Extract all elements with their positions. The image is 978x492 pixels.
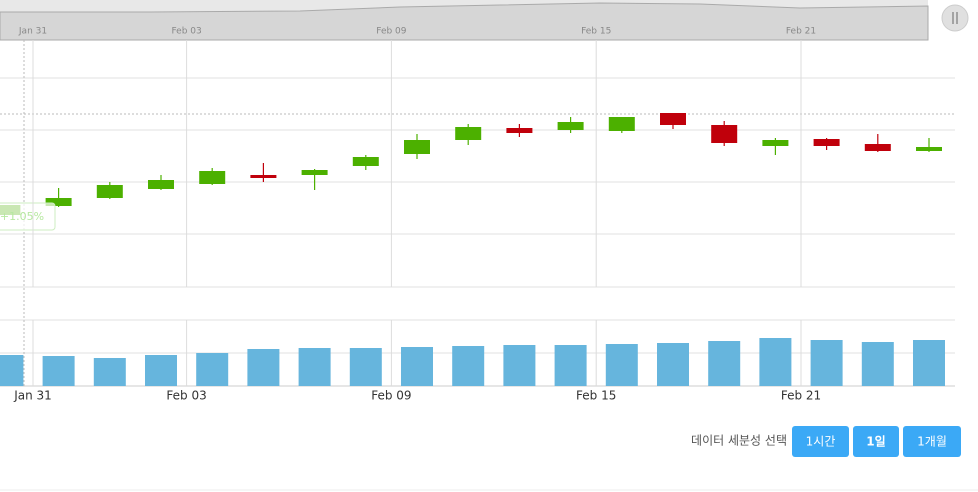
navigator-label: Feb 03 bbox=[171, 27, 201, 37]
candle-body bbox=[506, 128, 533, 133]
candle-body bbox=[96, 185, 123, 198]
navigator-label: Jan 31 bbox=[18, 27, 47, 37]
volume-bar bbox=[810, 340, 843, 386]
candle-body bbox=[608, 117, 635, 131]
volume-bar bbox=[196, 353, 229, 386]
volume-bar bbox=[759, 338, 792, 386]
volume-bar bbox=[861, 342, 894, 386]
candle-body bbox=[916, 147, 942, 151]
candle-body bbox=[352, 157, 379, 166]
volume-bar bbox=[657, 343, 689, 386]
button-label[interactable]: 1개월 bbox=[917, 435, 947, 449]
candle-body bbox=[864, 144, 891, 151]
candle-body bbox=[711, 125, 738, 143]
button-label[interactable]: 1일 bbox=[866, 435, 885, 449]
x-tick-label: Jan 31 bbox=[13, 389, 52, 403]
candle-body bbox=[813, 139, 840, 146]
navigator-label: Feb 21 bbox=[786, 27, 816, 37]
granularity-button[interactable] bbox=[903, 426, 961, 457]
candle-body bbox=[660, 113, 686, 125]
volume-bar bbox=[349, 348, 382, 386]
volume-bar bbox=[42, 356, 75, 386]
volume-bar bbox=[247, 349, 280, 386]
granularity-button[interactable] bbox=[853, 426, 899, 457]
grid bbox=[0, 77, 955, 387]
candle-body bbox=[455, 127, 482, 140]
x-tick-label: Feb 03 bbox=[166, 389, 206, 403]
volume-bar bbox=[401, 347, 433, 386]
candle-body bbox=[762, 140, 789, 146]
volume-bar bbox=[913, 340, 945, 386]
navigator-label: Feb 15 bbox=[581, 27, 611, 37]
tooltip bbox=[0, 202, 56, 231]
volume-bar bbox=[145, 355, 177, 386]
candle-body bbox=[250, 175, 277, 178]
button-label[interactable]: 1시간 bbox=[806, 435, 836, 449]
x-tick-label: Feb 21 bbox=[781, 389, 821, 403]
navigator-handle[interactable] bbox=[941, 4, 969, 32]
volume-bar bbox=[452, 346, 485, 386]
volume-bar bbox=[298, 348, 331, 386]
volume-bar bbox=[93, 358, 126, 386]
tooltip-text: +1.05% bbox=[0, 210, 44, 223]
candle-body bbox=[557, 122, 584, 130]
x-tick-label: Feb 09 bbox=[371, 389, 411, 403]
candle-body bbox=[45, 198, 72, 206]
candle-body bbox=[199, 171, 226, 184]
navigator-label: Feb 09 bbox=[376, 27, 407, 37]
x-tick-label: Feb 15 bbox=[576, 389, 616, 403]
granularity-label: 데이터 세분성 선택 bbox=[691, 434, 787, 448]
candle-body bbox=[301, 170, 328, 175]
volume-bar bbox=[0, 355, 24, 386]
navigator-area bbox=[0, 2, 929, 41]
granularity-button[interactable] bbox=[792, 426, 849, 457]
volume-bar bbox=[554, 345, 587, 386]
candle-body bbox=[148, 180, 174, 189]
volume-bar bbox=[503, 345, 536, 386]
volume-bar bbox=[605, 344, 638, 386]
volume-bar bbox=[708, 341, 741, 386]
candle-body bbox=[404, 140, 430, 154]
